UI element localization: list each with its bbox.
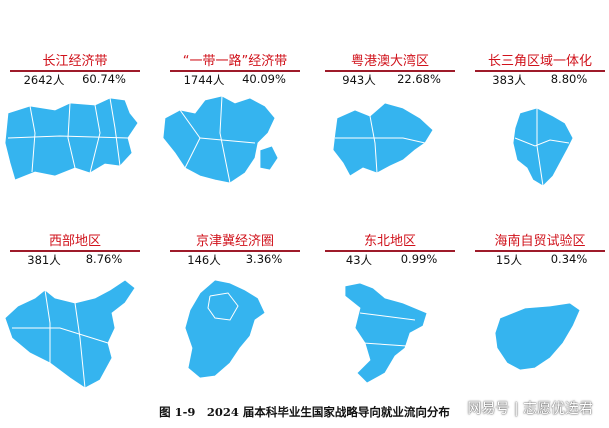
region-name: 长三角区域一体化 bbox=[475, 50, 605, 72]
region-panel: 东北地区 43人 0.99% bbox=[315, 230, 465, 410]
region-share: 3.36% bbox=[245, 252, 283, 266]
region-panel: “一带一路”经济带 1744人 40.09% bbox=[160, 50, 310, 230]
region-map bbox=[512, 107, 574, 187]
region-panel: 西部地区 381人 8.76% bbox=[0, 230, 150, 410]
region-count: 15人 bbox=[495, 253, 523, 267]
region-name: 粤港澳大湾区 bbox=[325, 50, 455, 72]
region-count: 381人 bbox=[27, 253, 61, 267]
region-map bbox=[162, 95, 279, 184]
region-map bbox=[184, 279, 266, 379]
region-panel: 粤港澳大湾区 943人 22.68% bbox=[315, 50, 465, 230]
region-count: 943人 bbox=[342, 73, 376, 87]
region-map bbox=[494, 302, 581, 371]
caption: 图 1-9 2024 届本科毕业生国家战略导向就业流向分布 bbox=[159, 405, 450, 419]
region-count: 1744人 bbox=[183, 73, 225, 87]
watermark: 网易号 | 志愿优选君 bbox=[467, 401, 593, 417]
region-count: 146人 bbox=[187, 253, 221, 267]
region-share: 22.68% bbox=[397, 72, 441, 86]
region-name: 京津冀经济圈 bbox=[170, 230, 300, 252]
region-count: 383人 bbox=[492, 73, 526, 87]
region-map bbox=[344, 282, 428, 384]
region-name: 东北地区 bbox=[325, 230, 455, 252]
region-share: 60.74% bbox=[82, 72, 126, 86]
region-panel: 京津冀经济圈 146人 3.36% bbox=[160, 230, 310, 410]
region-map bbox=[4, 97, 139, 181]
region-share: 0.34% bbox=[550, 252, 588, 266]
region-share: 8.76% bbox=[85, 252, 123, 266]
region-name: 西部地区 bbox=[10, 230, 140, 252]
region-name: 长江经济带 bbox=[10, 50, 140, 72]
region-share: 0.99% bbox=[400, 252, 438, 266]
region-count: 43人 bbox=[345, 253, 373, 267]
region-name: 海南自贸试验区 bbox=[475, 230, 605, 252]
region-panel: 海南自贸试验区 15人 0.34% bbox=[465, 230, 609, 410]
region-share: 40.09% bbox=[242, 72, 286, 86]
region-share: 8.80% bbox=[550, 72, 588, 86]
region-panel: 长江经济带 2642人 60.74% bbox=[0, 50, 150, 230]
region-map bbox=[332, 102, 434, 177]
region-panel: 长三角区域一体化 383人 8.80% bbox=[465, 50, 609, 230]
region-name: “一带一路”经济带 bbox=[170, 50, 300, 72]
region-map bbox=[4, 279, 136, 389]
region-count: 2642人 bbox=[23, 73, 65, 87]
